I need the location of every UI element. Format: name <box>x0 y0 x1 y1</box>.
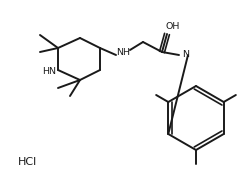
Text: N: N <box>182 50 190 58</box>
Text: NH: NH <box>116 48 130 56</box>
Text: OH: OH <box>166 21 180 31</box>
Text: HN: HN <box>42 66 56 75</box>
Text: HCl: HCl <box>18 157 37 167</box>
